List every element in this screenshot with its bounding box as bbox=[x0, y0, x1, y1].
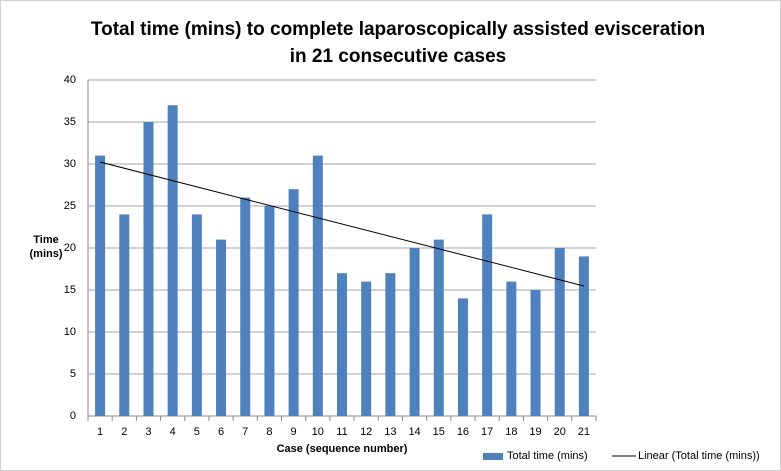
x-tick-label: 3 bbox=[145, 426, 151, 438]
x-tick-label: 7 bbox=[242, 426, 248, 438]
bar bbox=[433, 239, 444, 416]
y-tick-label: 10 bbox=[64, 326, 76, 338]
chart-title: Total time (mins) to complete laparoscop… bbox=[91, 19, 705, 40]
x-tick-label: 10 bbox=[312, 426, 324, 438]
x-tick-label: 16 bbox=[457, 426, 469, 438]
bar bbox=[361, 281, 372, 416]
bar bbox=[191, 214, 202, 416]
y-tick-label: 30 bbox=[64, 158, 76, 170]
bar bbox=[119, 214, 130, 416]
bar bbox=[216, 239, 227, 416]
bar bbox=[337, 273, 347, 416]
x-tick-label: 21 bbox=[578, 426, 590, 438]
y-axis-label: Time bbox=[33, 234, 58, 246]
x-axis-label: Case (sequence number) bbox=[277, 443, 408, 455]
bar bbox=[409, 248, 420, 416]
y-tick-label: 0 bbox=[70, 410, 76, 422]
bar bbox=[554, 248, 565, 416]
bar bbox=[457, 298, 468, 416]
x-tick-label: 19 bbox=[529, 426, 541, 438]
x-tick-label: 14 bbox=[408, 426, 420, 438]
x-tick-label: 4 bbox=[170, 426, 176, 438]
trend-line bbox=[99, 161, 585, 287]
x-tick-label: 11 bbox=[336, 426, 347, 438]
x-tick-label: 9 bbox=[291, 426, 297, 438]
x-tick-label: 18 bbox=[505, 426, 517, 438]
legend-label: Linear (Total time (mins)) bbox=[638, 450, 760, 462]
x-tick-label: 6 bbox=[218, 426, 224, 438]
legend-swatch bbox=[483, 453, 503, 460]
x-tick-label: 15 bbox=[433, 426, 445, 438]
x-tick-label: 20 bbox=[554, 426, 566, 438]
x-tick-label: 1 bbox=[97, 426, 103, 438]
bar bbox=[506, 281, 517, 416]
x-tick-label: 8 bbox=[266, 426, 272, 438]
bar bbox=[482, 214, 493, 416]
x-tick-label: 12 bbox=[360, 426, 372, 438]
legend-label: Total time (mins) bbox=[507, 450, 588, 462]
x-tick-label: 5 bbox=[194, 426, 200, 438]
x-tick-label: 13 bbox=[384, 426, 396, 438]
bar bbox=[530, 290, 541, 416]
bar bbox=[385, 273, 396, 416]
y-tick-label: 15 bbox=[64, 284, 76, 296]
bar bbox=[240, 197, 251, 416]
y-tick-label: 40 bbox=[64, 74, 76, 86]
bar bbox=[264, 206, 275, 416]
bar bbox=[312, 155, 323, 416]
chart-title: in 21 consecutive cases bbox=[290, 46, 507, 67]
y-axis-label: (mins) bbox=[30, 248, 63, 260]
bar bbox=[167, 105, 178, 416]
y-tick-label: 25 bbox=[64, 200, 76, 212]
bar bbox=[143, 122, 154, 416]
y-tick-label: 20 bbox=[64, 242, 76, 254]
bar bbox=[288, 189, 299, 416]
x-tick-label: 17 bbox=[481, 426, 493, 438]
x-tick-label: 2 bbox=[121, 426, 127, 438]
y-tick-label: 5 bbox=[70, 368, 76, 380]
y-tick-label: 35 bbox=[64, 116, 76, 128]
bar bbox=[578, 256, 589, 416]
bar bbox=[95, 155, 106, 416]
